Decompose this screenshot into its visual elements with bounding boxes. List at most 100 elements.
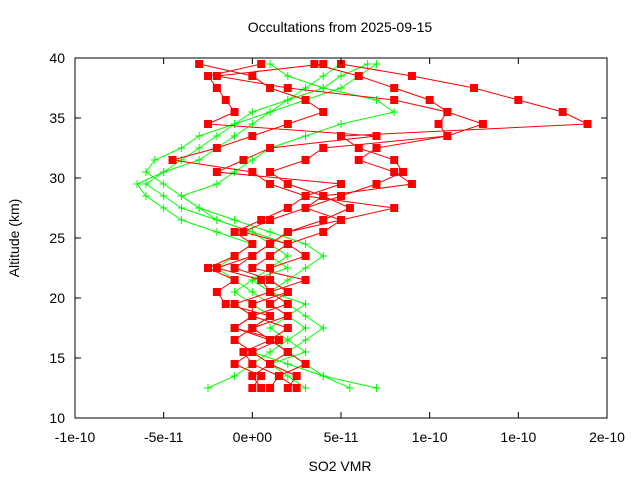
data-point: [212, 180, 221, 188]
x-tick-label: -1e-10: [55, 429, 96, 445]
data-point: [319, 216, 328, 224]
data-point: [266, 312, 275, 320]
y-tick-label: 10: [49, 410, 65, 426]
data-point: [283, 360, 292, 368]
data-point: [248, 264, 257, 272]
data-point: [470, 84, 478, 92]
data-point: [319, 324, 328, 332]
data-point: [248, 168, 257, 176]
data-point: [434, 120, 443, 128]
data-point: [283, 204, 292, 212]
series-line: [215, 63, 449, 389]
data-point: [301, 384, 310, 392]
data-point: [283, 120, 292, 128]
data-point: [248, 312, 257, 320]
data-point: [292, 372, 301, 380]
data-point: [212, 84, 221, 92]
data-point: [301, 324, 310, 332]
data-point: [212, 228, 221, 236]
data-point: [159, 192, 168, 200]
data-point: [283, 252, 292, 260]
data-point: [266, 264, 275, 272]
data-point: [266, 324, 275, 332]
data-point: [301, 300, 310, 308]
data-point: [248, 252, 257, 260]
data-point: [583, 120, 592, 128]
data-point: [266, 276, 275, 284]
series-line: [233, 63, 588, 389]
y-tick-label: 25: [49, 230, 65, 246]
data-point: [390, 168, 399, 176]
data-point: [266, 180, 275, 188]
data-point: [514, 96, 523, 104]
data-point: [283, 348, 292, 356]
data-point: [301, 96, 310, 104]
data-point: [266, 240, 275, 248]
data-point: [195, 144, 204, 152]
data-point: [230, 300, 239, 308]
data-point: [337, 132, 345, 140]
data-point: [230, 324, 239, 332]
data-point: [248, 384, 257, 392]
data-point: [319, 372, 328, 380]
data-point: [301, 84, 310, 92]
data-point: [195, 204, 204, 212]
data-point: [283, 72, 292, 80]
data-point: [337, 180, 345, 188]
data-point: [230, 132, 239, 140]
data-point: [319, 84, 328, 92]
data-point: [283, 264, 292, 272]
data-point: [266, 384, 275, 392]
x-tick-label: 1e-10: [412, 429, 448, 445]
data-point: [283, 240, 292, 248]
data-point: [301, 204, 310, 212]
data-point: [390, 108, 399, 116]
data-point: [283, 384, 292, 392]
data-point: [301, 312, 310, 320]
data-point: [283, 84, 292, 92]
data-point: [372, 60, 381, 68]
data-point: [283, 276, 292, 284]
x-tick-label: 2e-10: [589, 429, 625, 445]
series-line: [207, 63, 395, 389]
data-point: [230, 216, 239, 224]
data-point: [195, 156, 204, 164]
data-point: [266, 216, 275, 224]
data-point: [230, 372, 239, 380]
data-point: [248, 372, 257, 380]
data-point: [283, 96, 292, 104]
data-point: [354, 156, 363, 164]
data-point: [177, 144, 186, 152]
data-point: [443, 132, 452, 140]
data-point: [363, 60, 372, 68]
data-point: [283, 312, 292, 320]
data-point: [230, 264, 239, 272]
data-point: [390, 204, 399, 212]
data-point: [319, 108, 328, 116]
data-point: [230, 120, 239, 128]
data-point: [478, 120, 487, 128]
data-point: [266, 300, 275, 308]
data-point: [257, 372, 266, 380]
plot-border: [74, 57, 608, 419]
data-point: [310, 60, 319, 68]
data-point: [292, 384, 301, 392]
data-point: [345, 204, 354, 212]
series-red-5: [204, 60, 399, 392]
data-point: [301, 336, 310, 344]
data-point: [141, 180, 150, 188]
data-point: [301, 276, 310, 284]
series-line: [145, 63, 377, 389]
data-point: [248, 360, 257, 368]
y-tick-label: 30: [49, 170, 65, 186]
x-tick-label: 1e-10: [500, 429, 536, 445]
data-point: [204, 264, 212, 272]
series-green-4: [177, 60, 399, 392]
series-line: [136, 63, 342, 389]
data-point: [283, 288, 292, 296]
data-point: [301, 132, 310, 140]
series-green-2: [141, 60, 381, 392]
data-point: [248, 132, 257, 140]
